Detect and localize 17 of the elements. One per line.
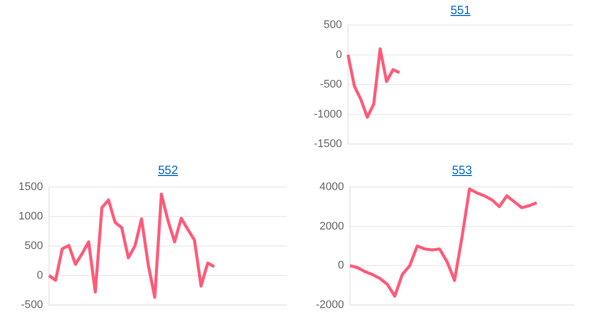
y-tick-label: 2000 xyxy=(320,220,344,232)
y-tick-label: 1000 xyxy=(18,210,43,223)
y-tick-label: -500 xyxy=(20,299,43,312)
y-tick-label: -1000 xyxy=(314,108,342,120)
y-tick-label: 0 xyxy=(336,48,342,61)
y-tick-label: 500 xyxy=(324,19,342,32)
chart-title: 551 xyxy=(449,2,472,18)
y-tick-label: -500 xyxy=(320,78,342,91)
y-tick-label: 4000 xyxy=(320,181,344,194)
y-tick-label: 500 xyxy=(24,240,43,252)
chart-title: 552 xyxy=(156,162,180,178)
y-tick-label: -1500 xyxy=(314,138,342,150)
y-tick-label: 0 xyxy=(36,270,43,282)
chart-title: 553 xyxy=(450,162,474,178)
y-tick-label: 0 xyxy=(338,260,344,272)
y-tick-label: -2000 xyxy=(316,299,344,312)
y-tick-label: 1500 xyxy=(18,181,43,194)
